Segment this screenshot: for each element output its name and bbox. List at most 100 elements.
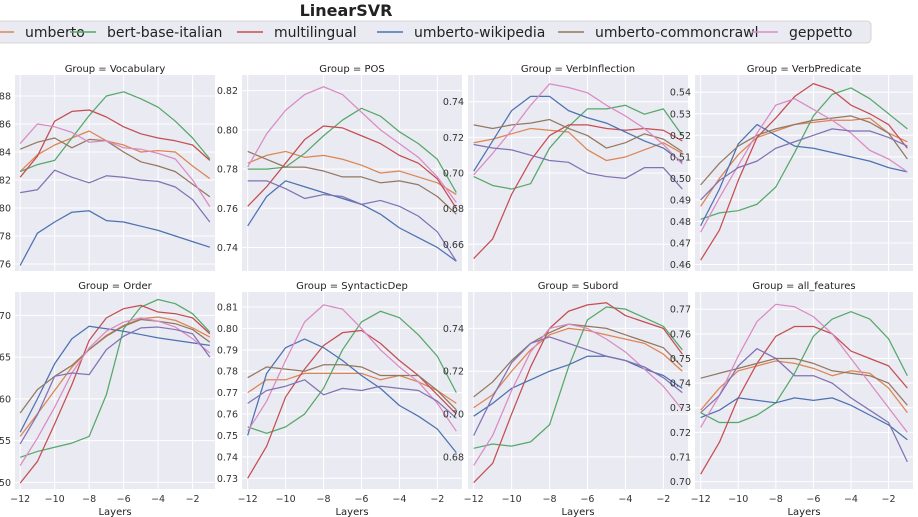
y-tick-label: 0.82 [0, 176, 11, 187]
x-tick-label: −2 [882, 494, 896, 505]
y-tick-label: 0.86 [0, 120, 11, 131]
y-tick-label: 0.74 [217, 452, 238, 463]
series-line-bert-base-italian [473, 104, 683, 190]
y-tick-label: 0.76 [0, 260, 11, 271]
x-axis-label: Layers [561, 507, 594, 517]
panel-title: Group = VerbInflection [521, 64, 635, 75]
series-line-umberto [473, 327, 683, 409]
x-tick-label: −8 [769, 494, 783, 505]
series-line-multilingual [19, 304, 211, 484]
plot-area [15, 292, 215, 489]
series-line-bert-base-italian [473, 306, 683, 449]
y-tick-label: 0.72 [443, 133, 464, 144]
series-line-umberto [19, 130, 211, 180]
x-tick-label: −8 [543, 494, 557, 505]
y-tick-label: 0.70 [670, 477, 691, 488]
legend-entry-umberto-wikipedia: umberto-wikipedia [377, 25, 545, 41]
x-tick-label: −4 [844, 494, 858, 505]
panel-title: Group = SyntacticDep [296, 281, 408, 292]
y-tick-label: 0.74 [670, 379, 691, 390]
series-line-bert-base-italian [700, 311, 908, 424]
series-line-umberto-commoncrawl [19, 318, 211, 414]
series-line-bert-base-italian [700, 87, 908, 220]
y-tick-label: 0.53 [670, 109, 691, 120]
y-tick-label: 0.73 [217, 474, 238, 485]
panel-5: 0.50 0.55 0.60 0.65 0.70 −12 −10 −8 −6 −4 −2 Group … [0, 281, 215, 517]
series-line-umberto-wikipedia [19, 210, 211, 266]
series-line-umberto-wikipedia [473, 355, 683, 417]
series-line-umberto-base-extra [700, 348, 908, 463]
panel-title: Group = all_features [752, 281, 855, 292]
legend-entry-multilingual: multilingual [237, 25, 357, 41]
x-tick-label: −6 [117, 494, 131, 505]
y-tick-label: 0.52 [670, 131, 691, 142]
legend: umberto bert-base-italian multilingual umbe… [0, 20, 872, 44]
series-line-geppetto [247, 86, 457, 203]
series-line-geppetto [700, 98, 908, 233]
series-line-umberto-commoncrawl [700, 115, 908, 186]
x-tick-label: −6 [354, 494, 368, 505]
y-tick-label: 0.70 [443, 169, 464, 180]
panel-2: 0.74 0.76 0.78 0.80 0.82 Group = POS [217, 64, 462, 271]
panel-6: 0.73 0.74 0.75 0.76 0.77 0.78 0.79 0.80 0.81 −12 −… [217, 281, 462, 517]
panel-1: 0.76 0.78 0.80 0.82 0.84 0.86 0.88 Group = Voca… [0, 64, 215, 271]
series-line-umberto-wikipedia [19, 325, 210, 433]
y-tick-label: 0.68 [443, 204, 464, 215]
y-tick-label: 0.80 [0, 204, 11, 215]
y-tick-label: 0.70 [0, 311, 11, 322]
x-tick-label: −4 [618, 494, 632, 505]
legend-entry-umberto: umberto [0, 25, 85, 41]
series-line-umberto-base-extra [473, 143, 683, 190]
y-tick-label: 0.49 [670, 195, 691, 206]
y-tick-label: 0.70 [443, 410, 464, 421]
y-tick-label: 0.76 [217, 204, 238, 215]
y-tick-label: 0.47 [670, 239, 691, 250]
series-line-umberto-wikipedia [247, 180, 457, 262]
series-line-multilingual [700, 325, 908, 475]
series-line-umberto [247, 372, 457, 404]
y-tick-label: 0.50 [670, 174, 691, 185]
x-tick-label: −10 [45, 494, 65, 505]
series-line-multilingual [19, 109, 211, 178]
series-line-umberto-commoncrawl [473, 118, 683, 153]
series-line-umberto-wikipedia [700, 123, 908, 227]
y-tick-label: 0.88 [0, 92, 11, 103]
x-tick-label: −4 [151, 494, 165, 505]
y-tick-label: 0.76 [217, 410, 238, 421]
y-tick-label: 0.80 [217, 125, 238, 136]
series-line-umberto-wikipedia [473, 95, 683, 172]
y-tick-label: 0.54 [670, 88, 691, 99]
x-tick-label: −2 [186, 494, 200, 505]
y-tick-label: 0.80 [217, 324, 238, 335]
y-tick-label: 0.76 [670, 329, 691, 340]
x-tick-label: −10 [728, 494, 748, 505]
series-line-geppetto [473, 323, 683, 466]
panel-8: 0.70 0.71 0.72 0.73 0.74 0.75 0.76 0.77 −12 −10 −8… [670, 281, 913, 517]
series-line-umberto [700, 360, 908, 414]
y-tick-label: 0.78 [0, 232, 11, 243]
series-line-umberto-base-extra [473, 336, 683, 436]
y-tick-label: 0.82 [217, 86, 238, 97]
series-line-geppetto [473, 83, 683, 176]
panel-title: Group = VerbPredicate [747, 64, 862, 75]
panel-7: 0.68 0.70 0.72 0.74 −12 −10 −8 −6 −4 −2 Group = Su… [443, 281, 688, 517]
y-tick-label: 0.68 [443, 452, 464, 463]
series-line-umberto-wikipedia [247, 338, 457, 453]
legend-label: bert-base-italian [107, 25, 222, 41]
plot-area [15, 75, 215, 271]
y-tick-label: 0.84 [0, 148, 11, 159]
series-line-bert-base-italian [247, 310, 457, 434]
x-tick-label: −2 [656, 494, 670, 505]
series-line-umberto-commoncrawl [19, 137, 211, 198]
y-tick-label: 0.81 [217, 302, 238, 313]
y-tick-label: 0.74 [443, 324, 464, 335]
series-line-umberto-base-extra [247, 379, 457, 419]
legend-label: geppetto [789, 25, 852, 41]
series-line-umberto-base-extra [20, 169, 211, 223]
x-tick-label: −12 [10, 494, 30, 505]
y-tick-label: 0.75 [670, 354, 691, 365]
series-line-multilingual [700, 82, 908, 261]
x-axis-label: Layers [787, 507, 820, 517]
panel-title: Group = Subord [538, 281, 619, 292]
